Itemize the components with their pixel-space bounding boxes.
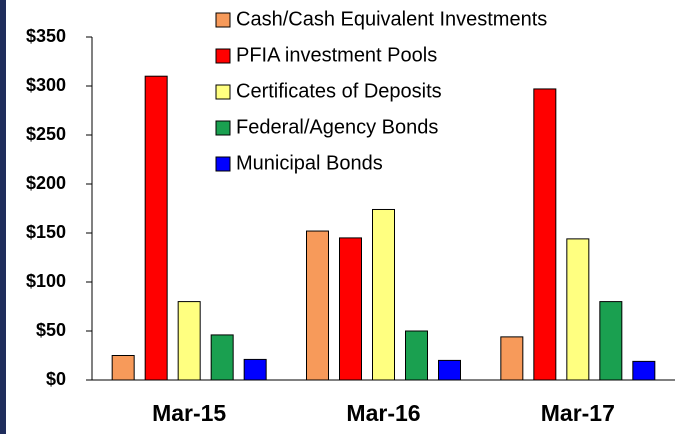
legend-label: Municipal Bonds xyxy=(236,152,383,174)
y-tick-label: $50 xyxy=(36,320,66,340)
y-tick-label: $100 xyxy=(26,271,66,291)
legend-swatch xyxy=(215,12,231,28)
legend-swatch xyxy=(215,84,231,100)
bar xyxy=(372,208,395,381)
x-tick-label: Mar-15 xyxy=(152,400,226,426)
y-tick-label: $150 xyxy=(26,222,66,242)
x-tick-label: Mar-16 xyxy=(346,400,420,426)
legend-label: Cash/Cash Equivalent Investments xyxy=(236,8,547,30)
bar xyxy=(177,301,201,381)
bar xyxy=(210,334,234,381)
bar xyxy=(306,230,329,381)
bar xyxy=(339,237,362,381)
legend-swatch xyxy=(215,48,231,64)
bar xyxy=(500,336,524,381)
y-tick-label: $300 xyxy=(26,75,66,95)
bar xyxy=(111,355,135,381)
bar xyxy=(144,75,168,381)
side-strip xyxy=(0,0,6,434)
y-tick-label: $0 xyxy=(46,369,66,389)
legend-label: Federal/Agency Bonds xyxy=(236,116,438,138)
legend-swatch xyxy=(215,156,231,172)
bar xyxy=(533,88,557,381)
bar xyxy=(405,330,428,381)
legend-label: Certificates of Deposits xyxy=(236,80,442,102)
y-tick-label: $350 xyxy=(26,26,66,46)
bar xyxy=(632,360,656,381)
bar xyxy=(243,358,267,381)
bar xyxy=(438,359,461,381)
legend-swatch xyxy=(215,120,231,136)
bar xyxy=(566,238,590,381)
y-tick-label: $250 xyxy=(26,124,66,144)
legend-label: PFIA investment Pools xyxy=(236,44,437,66)
bar xyxy=(599,301,623,381)
x-tick-label: Mar-17 xyxy=(541,400,615,426)
y-tick-label: $200 xyxy=(26,173,66,193)
